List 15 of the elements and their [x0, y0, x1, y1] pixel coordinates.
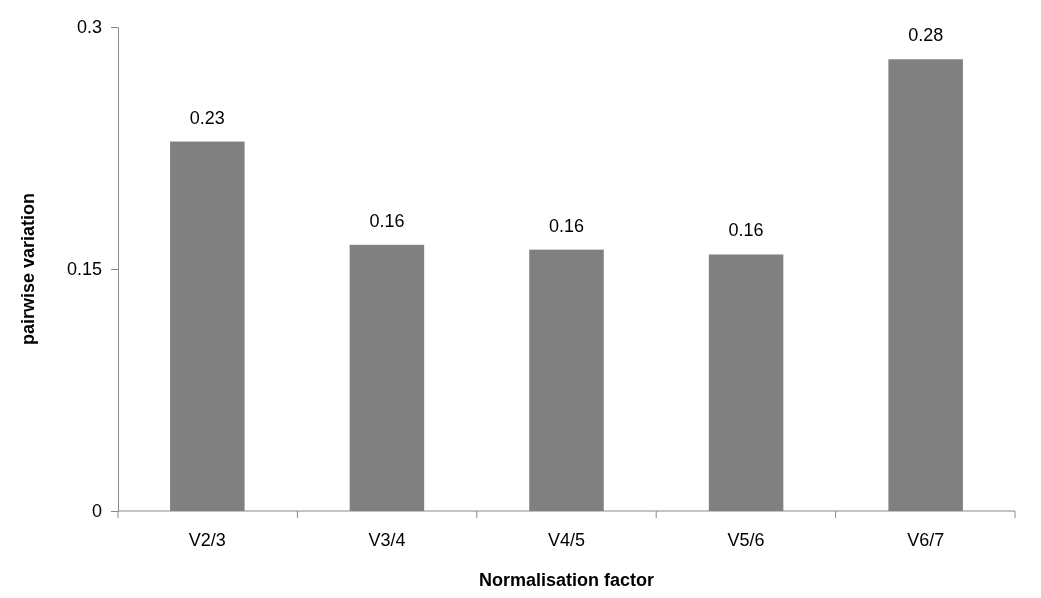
x-tick-label: V4/5	[547, 530, 586, 550]
data-label: 0.23	[189, 107, 225, 128]
y-tick-label: 0.3	[76, 17, 102, 38]
data-label: 0.16	[728, 220, 764, 241]
x-tick-label: V5/6	[727, 530, 765, 550]
x-axis-title: Normalisation factor	[478, 570, 655, 590]
x-tick-label: V3/4	[368, 530, 406, 550]
data-label: 0.16	[548, 215, 585, 236]
data-label: 0.28	[908, 25, 944, 46]
y-axis-title: pairwise variation	[18, 192, 38, 346]
x-tick-label: V2/3	[188, 530, 226, 550]
data-label: 0.16	[369, 210, 405, 231]
y-tick-label: 0	[91, 501, 102, 522]
x-tick-label: V6/7	[907, 530, 945, 550]
y-tick-label: 0.15	[66, 259, 102, 280]
